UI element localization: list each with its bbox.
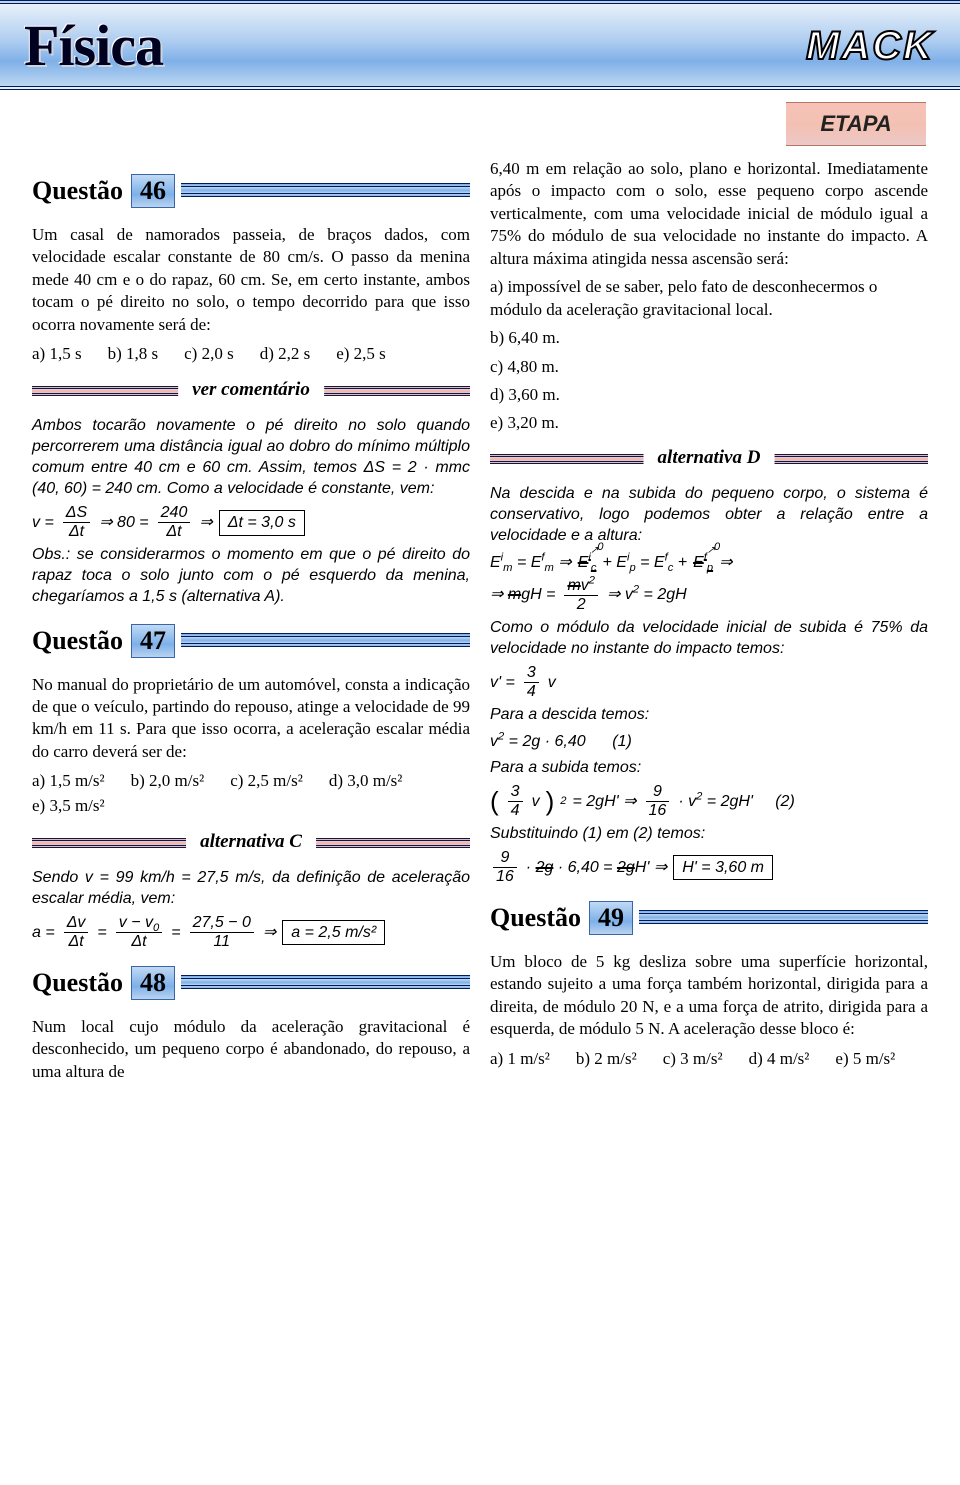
q47-formula: a = ΔvΔt = v − v0Δt = 27,5 − 011 ⇒ a = 2… (32, 915, 470, 950)
q48-eq1: Eim = Efm ⇒ Eic + Eip = Efc + Efp ⇒ (490, 552, 928, 574)
subject-banner: Física MACK (0, 0, 960, 90)
q48-comment-label: alternativa D (644, 447, 775, 469)
q46-alternatives: a) 1,5 s b) 1,8 s c) 2,0 s d) 2,2 s e) 2… (32, 342, 470, 367)
q48-eq6: 916 · 2g · 6,40 = 2gH' ⇒ H' = 3,60 m (490, 850, 928, 885)
q48-alt-e: e) 3,20 m. (490, 412, 928, 434)
question-word: Questão (32, 968, 123, 998)
q47-alt-d: d) 3,0 m/s² (329, 769, 403, 794)
q48-sol2: Como o módulo da velocidade inicial de s… (490, 617, 928, 659)
q48-alt-c: c) 4,80 m. (490, 356, 928, 378)
question-header-49: Questão 49 (490, 899, 928, 937)
question-number: 49 (589, 901, 633, 935)
q46-alt-e: e) 2,5 s (336, 342, 386, 367)
question-number: 46 (131, 174, 175, 208)
question-header-46: Questão 46 (32, 172, 470, 210)
q47-alt-e: e) 3,5 m/s² (32, 794, 105, 819)
q48-sol4: Para a subida temos: (490, 757, 928, 778)
q48-answer-box: H' = 3,60 m (673, 855, 773, 881)
q48-comment-header: alternativa D (490, 445, 928, 475)
q47-sol1: Sendo v = 99 km/h = 27,5 m/s, da definiç… (32, 867, 470, 909)
q48-alt-a: a) impossível de se saber, pelo fato de … (490, 276, 928, 321)
q46-answer-box: Δt = 3,0 s (219, 510, 305, 536)
q46-alt-a: a) 1,5 s (32, 342, 82, 367)
q47-alt-b: b) 2,0 m/s² (131, 769, 205, 794)
q49-alt-e: e) 5 m/s² (835, 1047, 895, 1072)
q49-alternatives: a) 1 m/s² b) 2 m/s² c) 3 m/s² d) 4 m/s² … (490, 1047, 928, 1072)
right-column: 6,40 m em relação ao solo, plano e horiz… (490, 158, 928, 1089)
q48-sol5: Substituindo (1) em (2) temos: (490, 823, 928, 844)
q46-alt-b: b) 1,8 s (108, 342, 159, 367)
q46-alt-c: c) 2,0 s (184, 342, 234, 367)
q46-alt-d: d) 2,2 s (260, 342, 311, 367)
q49-alt-d: d) 4 m/s² (749, 1047, 810, 1072)
question-header-48: Questão 48 (32, 964, 470, 1002)
q48-alt-b: b) 6,40 m. (490, 327, 928, 349)
q49-text: Um bloco de 5 kg desliza sobre uma super… (490, 951, 928, 1041)
q48-alt-d: d) 3,60 m. (490, 384, 928, 406)
q49-alt-c: c) 3 m/s² (663, 1047, 723, 1072)
q46-formula: v = ΔSΔt ⇒ 80 = 240Δt ⇒ Δt = 3,0 s (32, 505, 470, 540)
question-word: Questão (32, 176, 123, 206)
q48-sol3: Para a descida temos: (490, 704, 928, 725)
page-columns: Questão 46 Um casal de namorados passeia… (0, 98, 960, 1113)
q47-alternatives: a) 1,5 m/s² b) 2,0 m/s² c) 2,5 m/s² d) 3… (32, 769, 470, 818)
q46-sol2: Obs.: se considerarmos o momento em que … (32, 544, 470, 607)
q49-alt-b: b) 2 m/s² (576, 1047, 637, 1072)
question-word: Questão (490, 903, 581, 933)
left-column: Questão 46 Um casal de namorados passeia… (32, 158, 470, 1089)
q47-comment-header: alternativa C (32, 829, 470, 859)
q46-comment-header: ver comentário (32, 377, 470, 407)
q46-comment-label: ver comentário (178, 379, 324, 401)
etapa-badge: ETAPA (786, 102, 926, 146)
q46-sol1: Ambos tocarão novamente o pé direito no … (32, 415, 470, 499)
q47-answer-box: a = 2,5 m/s² (282, 920, 385, 946)
question-header-47: Questão 47 (32, 622, 470, 660)
q49-alt-a: a) 1 m/s² (490, 1047, 550, 1072)
q48-text-right: 6,40 m em relação ao solo, plano e horiz… (490, 158, 928, 270)
q48-eq3: v' = 34 v (490, 665, 928, 700)
q47-text: No manual do proprietário de um automóve… (32, 674, 470, 764)
q47-comment-label: alternativa C (186, 831, 316, 853)
question-number: 47 (131, 624, 175, 658)
brand-logo: MACK (806, 24, 934, 69)
question-word: Questão (32, 626, 123, 656)
q48-sol1: Na descida e na subida do pequeno corpo,… (490, 483, 928, 546)
q48-eq5: ( 34 v )2 = 2gH' ⇒ 916 · v2 = 2gH' (2) (490, 784, 928, 819)
question-number: 48 (131, 966, 175, 1000)
q48-eq4: v2 = 2g · 6,40 (1) (490, 731, 928, 753)
q48-text-left: Num local cujo módulo da aceleração grav… (32, 1016, 470, 1083)
subject-title: Física (24, 12, 163, 79)
q47-alt-c: c) 2,5 m/s² (230, 769, 303, 794)
q47-alt-a: a) 1,5 m/s² (32, 769, 105, 794)
q48-eq2: ⇒ mgH = mv22 ⇒ v2 = 2gH (490, 578, 928, 613)
q46-text: Um casal de namorados passeia, de braços… (32, 224, 470, 336)
